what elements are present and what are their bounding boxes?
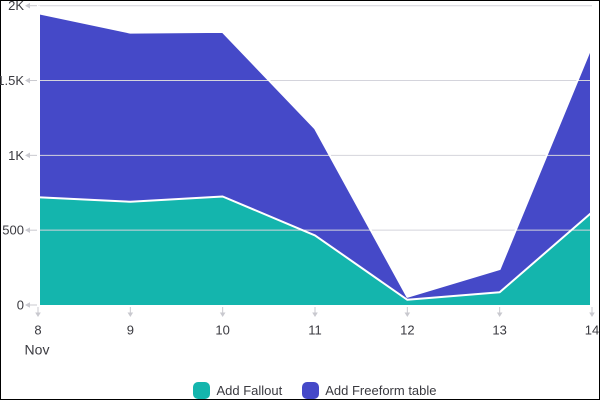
y-tick-label-2K: 2K [8,0,24,13]
line-add-freeform-table [37,12,593,298]
x-axis-month-label: Nov [25,342,50,358]
legend-swatch-add-fallout [193,381,211,399]
x-tick-label-13: 13 [492,323,506,338]
line-add-fallout [37,195,593,301]
y-tick-arrow [25,77,30,84]
x-tick-label-14: 14 [585,323,599,338]
x-tick-label-11: 11 [308,323,322,338]
y-tick-arrow [25,2,30,9]
chart-legend: Add Fallout Add Freeform table [38,381,592,399]
x-tick-arrow [312,312,318,317]
x-tick-label-12: 12 [400,323,414,338]
x-tick-label-10: 10 [215,323,229,338]
legend-swatch-add-freeform-table [302,381,320,399]
y-tick-label-1K: 1K [8,148,24,163]
legend-item-add-freeform-table[interactable]: Add Freeform table [302,381,437,399]
y-tick-label-1.5K: 1.5K [0,73,24,88]
area-add-fallout [38,196,592,305]
x-tick-arrow [589,312,595,317]
x-tick-arrow [496,312,503,317]
y-tick-arrow [25,302,30,308]
legend-label-add-freeform-table: Add Freeform table [325,382,437,398]
x-tick-arrow [35,312,41,317]
legend-item-add-fallout[interactable]: Add Fallout [193,381,283,399]
y-tick-label-500: 500 [2,223,24,238]
x-tick-arrow [127,312,134,317]
y-tick-arrow [25,152,30,159]
x-tick-arrow [219,312,226,317]
x-tick-label-9: 9 [127,323,134,338]
x-tick-label-8: 8 [34,323,41,338]
x-tick-arrow [404,312,411,317]
y-tick-arrow [25,227,30,233]
y-tick-label-0: 0 [17,298,24,313]
legend-label-add-fallout: Add Fallout [216,382,283,398]
